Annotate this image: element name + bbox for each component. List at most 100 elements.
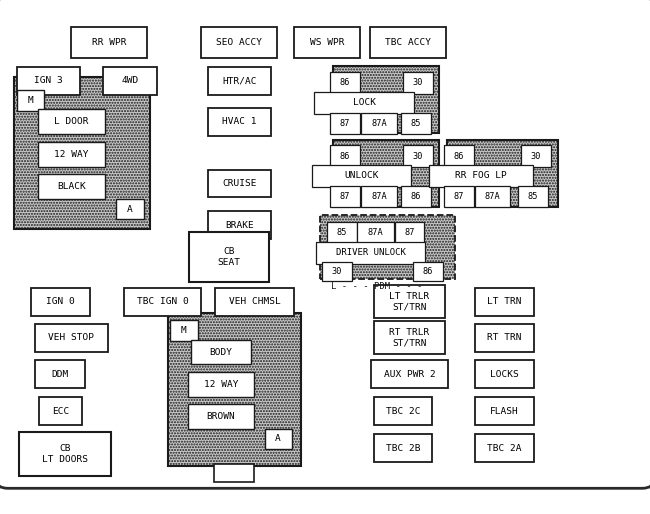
Text: VEH STOP: VEH STOP xyxy=(49,333,94,342)
FancyBboxPatch shape xyxy=(372,360,447,388)
Text: 85: 85 xyxy=(337,228,347,237)
Text: M: M xyxy=(28,96,33,105)
FancyBboxPatch shape xyxy=(403,72,433,94)
Text: RR WPR: RR WPR xyxy=(92,38,127,47)
Text: 87A: 87A xyxy=(371,192,387,201)
FancyBboxPatch shape xyxy=(327,222,357,243)
FancyBboxPatch shape xyxy=(374,285,445,318)
Text: BRAKE: BRAKE xyxy=(225,221,254,230)
Text: BODY: BODY xyxy=(209,347,233,357)
FancyBboxPatch shape xyxy=(38,142,105,167)
Bar xyxy=(320,215,455,279)
Bar xyxy=(333,66,439,133)
Text: 86: 86 xyxy=(340,152,350,161)
Text: LOCKS: LOCKS xyxy=(490,370,519,379)
Text: 30: 30 xyxy=(332,267,342,276)
Text: 86: 86 xyxy=(422,267,433,276)
Text: RR FOG LP: RR FOG LP xyxy=(455,171,507,180)
FancyBboxPatch shape xyxy=(125,288,200,316)
Text: L - - - PDM - - -: L - - - PDM - - - xyxy=(332,282,422,291)
Text: FLASH: FLASH xyxy=(490,407,519,416)
Text: RT TRLR
ST/TRN: RT TRLR ST/TRN xyxy=(389,328,430,347)
Text: 30: 30 xyxy=(413,152,423,161)
FancyBboxPatch shape xyxy=(208,67,270,95)
Text: RT TRN: RT TRN xyxy=(487,333,522,342)
FancyBboxPatch shape xyxy=(31,288,90,316)
Text: 85: 85 xyxy=(528,192,538,201)
Text: 86: 86 xyxy=(340,78,350,87)
FancyBboxPatch shape xyxy=(475,360,534,388)
Text: TBC 2B: TBC 2B xyxy=(385,444,421,453)
Text: 4WD: 4WD xyxy=(122,76,138,85)
Text: TBC IGN 0: TBC IGN 0 xyxy=(136,297,188,306)
FancyBboxPatch shape xyxy=(401,186,431,207)
Text: DRIVER UNLOCK: DRIVER UNLOCK xyxy=(335,248,406,258)
FancyBboxPatch shape xyxy=(374,434,432,462)
FancyBboxPatch shape xyxy=(191,340,251,364)
Text: 87: 87 xyxy=(340,119,350,128)
Text: 85: 85 xyxy=(411,119,421,128)
Text: 87A: 87A xyxy=(485,192,500,201)
FancyBboxPatch shape xyxy=(330,72,360,94)
Text: 86: 86 xyxy=(411,192,421,201)
FancyBboxPatch shape xyxy=(188,372,254,397)
Text: 30: 30 xyxy=(530,152,541,161)
FancyBboxPatch shape xyxy=(116,199,144,219)
FancyBboxPatch shape xyxy=(208,108,270,136)
Text: DDM: DDM xyxy=(52,370,69,379)
FancyBboxPatch shape xyxy=(39,397,82,425)
FancyBboxPatch shape xyxy=(370,27,446,58)
FancyBboxPatch shape xyxy=(208,170,270,197)
Text: 87: 87 xyxy=(404,228,415,237)
Text: WS WPR: WS WPR xyxy=(309,38,344,47)
FancyBboxPatch shape xyxy=(214,464,254,482)
Text: L DOOR: L DOOR xyxy=(54,117,89,126)
FancyBboxPatch shape xyxy=(208,211,270,239)
FancyBboxPatch shape xyxy=(361,113,396,134)
Text: 87A: 87A xyxy=(368,228,384,237)
FancyBboxPatch shape xyxy=(429,165,533,187)
Bar xyxy=(447,140,558,207)
Text: 87: 87 xyxy=(340,192,350,201)
FancyBboxPatch shape xyxy=(17,67,81,95)
FancyBboxPatch shape xyxy=(401,113,431,134)
FancyBboxPatch shape xyxy=(475,397,534,425)
Text: A: A xyxy=(276,434,281,444)
Text: VEH CHMSL: VEH CHMSL xyxy=(229,297,281,306)
FancyBboxPatch shape xyxy=(374,397,432,425)
FancyBboxPatch shape xyxy=(475,288,534,316)
FancyBboxPatch shape xyxy=(444,145,474,167)
FancyBboxPatch shape xyxy=(413,262,443,281)
FancyBboxPatch shape xyxy=(330,113,360,134)
Text: LOCK: LOCK xyxy=(352,98,376,107)
FancyBboxPatch shape xyxy=(475,434,534,462)
Text: TBC 2C: TBC 2C xyxy=(385,407,421,416)
FancyBboxPatch shape xyxy=(38,174,105,199)
FancyBboxPatch shape xyxy=(374,321,445,354)
Text: SEO ACCY: SEO ACCY xyxy=(216,38,262,47)
FancyBboxPatch shape xyxy=(330,145,360,167)
Text: TBC ACCY: TBC ACCY xyxy=(385,38,431,47)
FancyBboxPatch shape xyxy=(188,404,254,429)
Bar xyxy=(14,77,150,229)
Text: LT TRLR
ST/TRN: LT TRLR ST/TRN xyxy=(389,292,430,311)
FancyBboxPatch shape xyxy=(358,222,394,243)
FancyBboxPatch shape xyxy=(170,320,198,341)
FancyBboxPatch shape xyxy=(403,145,433,167)
FancyBboxPatch shape xyxy=(395,222,424,243)
Text: 30: 30 xyxy=(413,78,423,87)
FancyBboxPatch shape xyxy=(475,186,510,207)
FancyBboxPatch shape xyxy=(265,429,292,449)
Text: HVAC 1: HVAC 1 xyxy=(222,117,257,126)
FancyBboxPatch shape xyxy=(0,0,650,488)
FancyBboxPatch shape xyxy=(521,145,551,167)
FancyBboxPatch shape xyxy=(330,186,360,207)
Text: 12 WAY: 12 WAY xyxy=(54,150,89,159)
Text: 87A: 87A xyxy=(371,119,387,128)
FancyBboxPatch shape xyxy=(312,165,411,187)
FancyBboxPatch shape xyxy=(19,431,111,476)
FancyBboxPatch shape xyxy=(215,288,294,316)
FancyBboxPatch shape xyxy=(202,27,277,58)
FancyBboxPatch shape xyxy=(38,109,105,134)
Text: AUX PWR 2: AUX PWR 2 xyxy=(384,370,436,379)
